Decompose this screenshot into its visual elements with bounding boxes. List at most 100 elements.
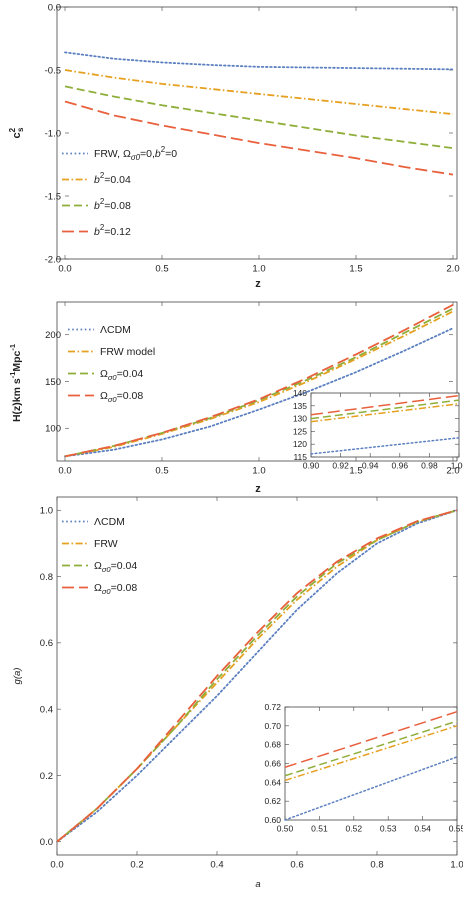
inset-plot: 0.50 0.51 0.52 0.53 0.54 0.55 0.60 0.62 0.64 0.66… [264,702,463,834]
y-tick-label: 120 [293,439,307,449]
series-line-2 [284,720,458,777]
x-tick-label: 0.54 [414,824,431,834]
tick-group: 0.0 0.5 1.0 1.5 2.0 100 150 200 [45,302,460,477]
legend-label: FRW model [100,346,155,358]
y-tick-label: 0.60 [264,815,281,825]
series-line-3 [284,710,458,768]
y-tick-label: 0.8 [40,572,53,583]
x-tick-label: 0.4 [210,860,223,871]
inset-ticks: 0.90 0.92 0.94 0.96 0.98 1.00 115 120 125 130 135 1… [293,388,463,471]
legend-label: FRW [94,538,118,550]
y-tick-label: 0.62 [264,796,281,806]
series-line-1 [284,725,458,782]
x-tick-label: 0.0 [58,264,71,275]
legend-label: Ωσ0=0.04 [94,560,137,574]
x-tick-label: 2.0 [446,264,459,275]
x-tick-label: 0.94 [362,461,379,471]
series-line-1 [64,310,454,458]
x-tick-label: 0.0 [50,860,63,871]
y-axis-label: H(z)km s-1Mpc-1 [8,344,23,422]
legend-label: b2=0.08 [94,197,131,212]
series-line-3 [56,509,458,843]
x-tick-label: 2.0 [446,466,459,477]
tick-group: 0.0 0.5 1.0 1.5 2.0 -2.0 -1.5 -1.0 -0.5 0.0 [45,2,460,274]
series-line-0 [64,51,454,71]
y-tick-label: 140 [293,388,307,398]
x-tick-label: 1.5 [349,264,362,275]
series-line-1 [310,403,460,423]
x-tick-label: 0.5 [155,466,168,477]
y-tick-label: 0.68 [264,740,281,750]
x-tick-label: 0.96 [392,461,409,471]
x-tick-label: 0.55 [449,824,463,834]
inset-series [310,394,460,455]
series-line-0 [64,327,454,458]
legend-label: b2=0.04 [94,171,131,186]
y-tick-label: 130 [293,414,307,424]
y-tick-label: 150 [45,377,61,388]
x-axis-label: a [255,879,260,890]
y-tick-label: -1.0 [45,128,61,139]
y-tick-label: 0.64 [264,777,281,787]
x-tick-label: 0.50 [277,824,294,834]
x-tick-label: 0.8 [370,860,383,871]
series-group [56,509,458,843]
legend-label: Ωσ0=0.04 [100,368,143,382]
y-tick-label: 0.66 [264,758,281,768]
x-tick-label: 1.0 [450,860,463,871]
legend-label: Ωσ0=0.08 [94,582,137,596]
legend: FRW, Ωσ0=0,b2=0 b2=0.04 b2=0.08 b2=0.12 [62,145,177,238]
x-tick-label: 0.2 [130,860,143,871]
y-axis-label: g(a) [12,668,23,685]
inset-plot: 0.90 0.92 0.94 0.96 0.98 1.00 115 120 125 130 135 1… [293,388,463,471]
y-tick-label: 115 [293,452,307,462]
panel-growth: 0.0 0.2 0.4 0.6 0.8 1.0 0.0 0.2 0.4 0.6 0.8 1.0 ΛCD… [12,496,463,890]
inset-frame [284,706,458,821]
x-tick-label: 1.00 [451,461,463,471]
panel-hubble: 0.0 0.5 1.0 1.5 2.0 100 150 200 ΛCDM FRW model Ωσ… [8,301,463,495]
y-axis-label: c2s [8,127,25,139]
series-line-3 [310,394,460,416]
x-axis-label: z [255,483,261,495]
inset-series [284,710,458,821]
y-tick-label: 0.0 [40,837,53,848]
plot-frame [56,301,458,462]
y-tick-label: 0.72 [264,702,281,712]
legend: ΛCDM FRW model Ωσ0=0.04 Ωσ0=0.08 [68,324,155,404]
series-line-3 [64,304,454,458]
y-tick-label: -0.5 [45,65,61,76]
y-tick-label: 0.70 [264,721,281,731]
y-tick-label: 100 [45,424,61,435]
legend-label: b2=0.12 [94,223,131,238]
series-line-0 [284,756,458,821]
x-tick-label: 1.5 [349,466,362,477]
y-tick-label: -2.0 [45,254,61,265]
legend: ΛCDM FRW Ωσ0=0.04 Ωσ0=0.08 [62,516,137,596]
panel-sound-speed: 0.0 0.5 1.0 1.5 2.0 -2.0 -1.5 -1.0 -0.5 0.0 FRW, … [8,2,460,290]
x-tick-label: 0.92 [332,461,349,471]
y-tick-label: 125 [293,426,307,436]
x-tick-label: 0.53 [380,824,397,834]
x-axis-label: z [255,278,261,290]
series-group [64,304,454,458]
x-tick-label: 0.5 [155,264,168,275]
y-tick-label: 0.0 [48,2,61,13]
y-tick-label: -1.5 [45,191,61,202]
legend-label: Ωσ0=0.08 [100,390,143,404]
series-line-2 [310,399,460,420]
series-line-3 [64,100,454,176]
tick-group: 0.0 0.2 0.4 0.6 0.8 1.0 0.0 0.2 0.4 0.6 0.8 1.0 [40,497,463,871]
series-line-2 [64,307,454,458]
series-line-0 [310,437,460,455]
y-tick-label: 0.6 [40,638,53,649]
x-tick-label: 0.6 [290,860,303,871]
legend-label: ΛCDM [94,516,125,528]
legend-label: FRW, Ωσ0=0,b2=0 [94,145,177,162]
y-tick-label: 0.4 [40,704,53,715]
x-tick-label: 0.51 [311,824,328,834]
y-tick-label: 1.0 [40,506,53,517]
y-tick-label: 200 [45,330,61,341]
plot-frame [56,6,458,260]
series-group [64,51,454,176]
